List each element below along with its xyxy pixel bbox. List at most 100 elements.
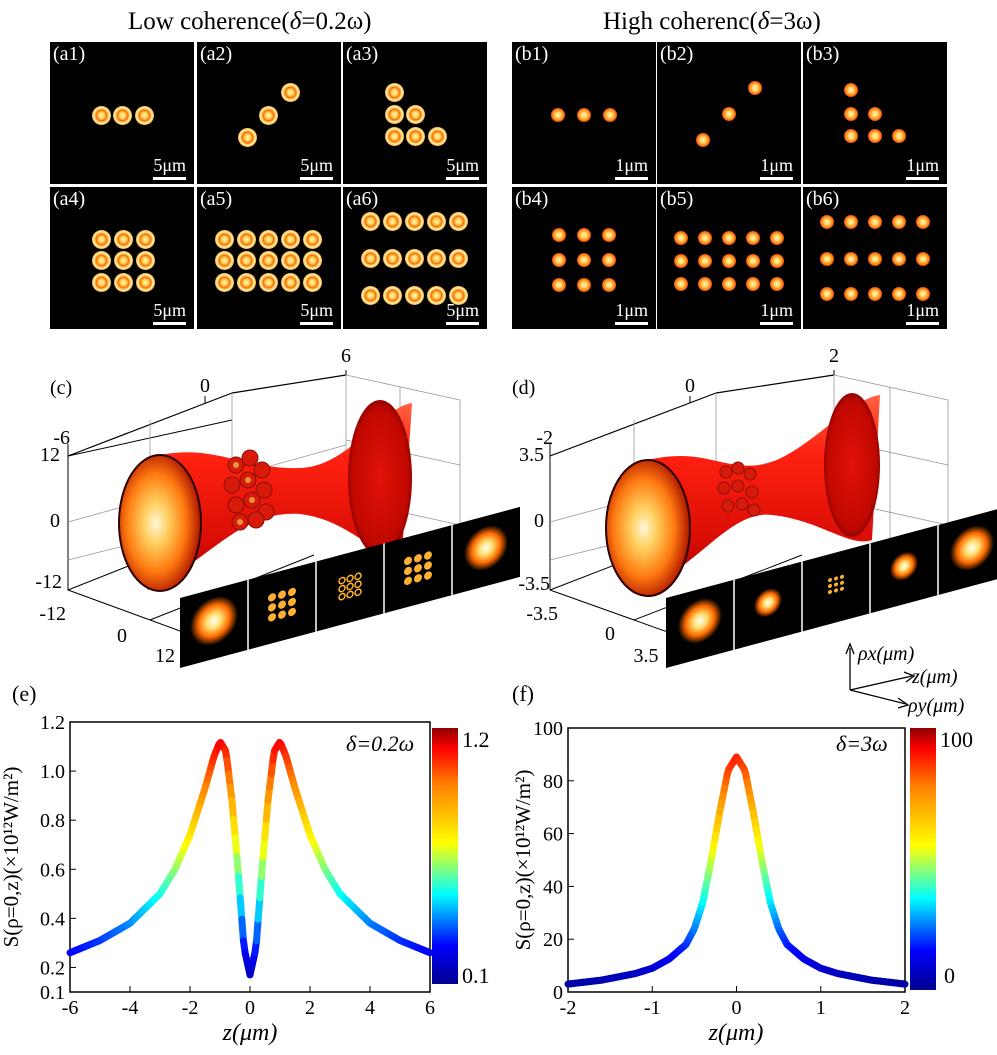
intensity-spot bbox=[820, 215, 834, 229]
scale-bar-line bbox=[300, 322, 333, 325]
x-tick-label: 4 bbox=[365, 997, 375, 1019]
axis-label-rho-x: ρx(μm) bbox=[857, 643, 915, 665]
panel-b3: (b3) 1μm bbox=[803, 42, 947, 184]
scale-bar-line bbox=[760, 177, 793, 180]
intensity-spot bbox=[113, 272, 133, 292]
colorbar-max: 100 bbox=[940, 727, 973, 752]
panel-a3: (a3) 5μm bbox=[343, 42, 487, 184]
x-tick-label: 1 bbox=[816, 997, 826, 1019]
intensity-spot bbox=[603, 108, 617, 122]
colorbar-min: 0 bbox=[944, 963, 955, 988]
intensity-spot bbox=[892, 252, 906, 266]
curve-segment bbox=[253, 915, 262, 945]
intensity-spot bbox=[448, 248, 468, 268]
intensity-spot bbox=[302, 250, 322, 270]
scale-text: 1μm bbox=[615, 155, 648, 175]
intensity-spot bbox=[236, 250, 256, 270]
panel-a5: (a5) 5μm bbox=[197, 187, 341, 329]
intensity-spot bbox=[237, 127, 257, 147]
tick-label: 0 bbox=[685, 375, 695, 397]
scale-bar-line bbox=[615, 177, 648, 180]
intensity-spot bbox=[384, 126, 404, 146]
f-curve bbox=[564, 753, 909, 988]
high-coherence-title: High coherenc(δ=3ω) bbox=[603, 8, 821, 36]
intensity-spot bbox=[577, 253, 591, 267]
intensity-spot bbox=[698, 277, 712, 291]
panel-label: (a5) bbox=[200, 188, 233, 210]
tick-label: -2 bbox=[536, 427, 553, 449]
intensity-spot bbox=[112, 105, 132, 125]
panel-b6: (b6) 1μm bbox=[803, 187, 947, 329]
y-tick-label: 40 bbox=[543, 876, 563, 898]
y-tick-label: 0.2 bbox=[40, 957, 65, 979]
intensity-spot bbox=[384, 104, 404, 124]
scale-bar-line bbox=[906, 322, 939, 325]
scale-text: 1μm bbox=[906, 155, 939, 175]
intensity-spot bbox=[820, 287, 834, 301]
panel-b2: (b2) 1μm bbox=[657, 42, 801, 184]
intensity-spot bbox=[427, 126, 447, 146]
x-tick-label: -4 bbox=[122, 997, 139, 1019]
intensity-spot bbox=[746, 254, 760, 268]
panel-label: (a3) bbox=[346, 43, 379, 65]
intensity-spot bbox=[844, 215, 858, 229]
intensity-spot bbox=[448, 211, 468, 231]
intensity-spot bbox=[577, 228, 591, 242]
intensity-spot bbox=[426, 248, 446, 268]
scale-bar: 5μm bbox=[446, 300, 479, 325]
intensity-spot bbox=[280, 229, 300, 249]
y-tick-label: 60 bbox=[543, 824, 563, 846]
scale-bar-line bbox=[615, 322, 648, 325]
y-tick-label: 0.8 bbox=[40, 810, 65, 832]
scale-bar-line bbox=[153, 322, 186, 325]
panel-label: (b2) bbox=[660, 43, 694, 65]
scale-bar: 1μm bbox=[615, 300, 648, 325]
intensity-spot bbox=[844, 129, 858, 143]
scale-text: 1μm bbox=[615, 300, 648, 320]
intensity-spot bbox=[770, 231, 784, 245]
y-tick-label: 1.2 bbox=[40, 712, 65, 734]
title-prefix: Low coherence( bbox=[128, 8, 290, 35]
intensity-spot bbox=[868, 252, 882, 266]
intensity-spot bbox=[302, 229, 322, 249]
tick-label: -3.5 bbox=[518, 573, 550, 595]
intensity-spot bbox=[770, 254, 784, 268]
scale-bar: 5μm bbox=[153, 300, 186, 325]
y-tick-label: 0.1 bbox=[40, 982, 65, 1004]
tick-label: 0 bbox=[605, 623, 615, 645]
y-axis-title: S(ρ=0,z)(×10¹²W/m²) bbox=[0, 767, 23, 948]
x-tick-label: 2 bbox=[305, 997, 315, 1019]
scale-bar: 5μm bbox=[153, 155, 186, 180]
curve-segment bbox=[235, 872, 244, 902]
intensity-spot bbox=[577, 278, 591, 292]
chart-annotation: δ=0.2ω bbox=[346, 731, 414, 756]
panel-label: (b3) bbox=[806, 43, 840, 65]
scale-text: 5μm bbox=[446, 155, 479, 175]
intensity-spot bbox=[404, 248, 424, 268]
intensity-spot bbox=[113, 250, 133, 270]
intensity-spot bbox=[360, 285, 380, 305]
intensity-spot bbox=[844, 83, 858, 97]
intensity-spot bbox=[404, 211, 424, 231]
intensity-spot bbox=[280, 272, 300, 292]
y-tick-label: 100 bbox=[533, 718, 563, 740]
intensity-spot bbox=[280, 82, 300, 102]
colorbar-min: 0.1 bbox=[462, 963, 490, 988]
x-tick-label: -1 bbox=[644, 997, 661, 1019]
intensity-spot bbox=[382, 285, 402, 305]
intensity-spot bbox=[214, 229, 234, 249]
intensity-spot bbox=[696, 133, 710, 147]
intensity-spot bbox=[302, 272, 322, 292]
intensity-spot bbox=[602, 253, 616, 267]
intensity-spot bbox=[448, 285, 468, 305]
title-suffix: =0.2ω) bbox=[301, 8, 372, 35]
chart-annotation: δ=3ω bbox=[836, 731, 888, 756]
x-tick-label: -2 bbox=[560, 997, 577, 1019]
intensity-spot bbox=[552, 253, 566, 267]
intensity-spot bbox=[746, 231, 760, 245]
intensity-spot bbox=[674, 254, 688, 268]
intensity-spot bbox=[405, 126, 425, 146]
title-delta: δ bbox=[289, 8, 302, 35]
intensity-spot bbox=[722, 231, 736, 245]
